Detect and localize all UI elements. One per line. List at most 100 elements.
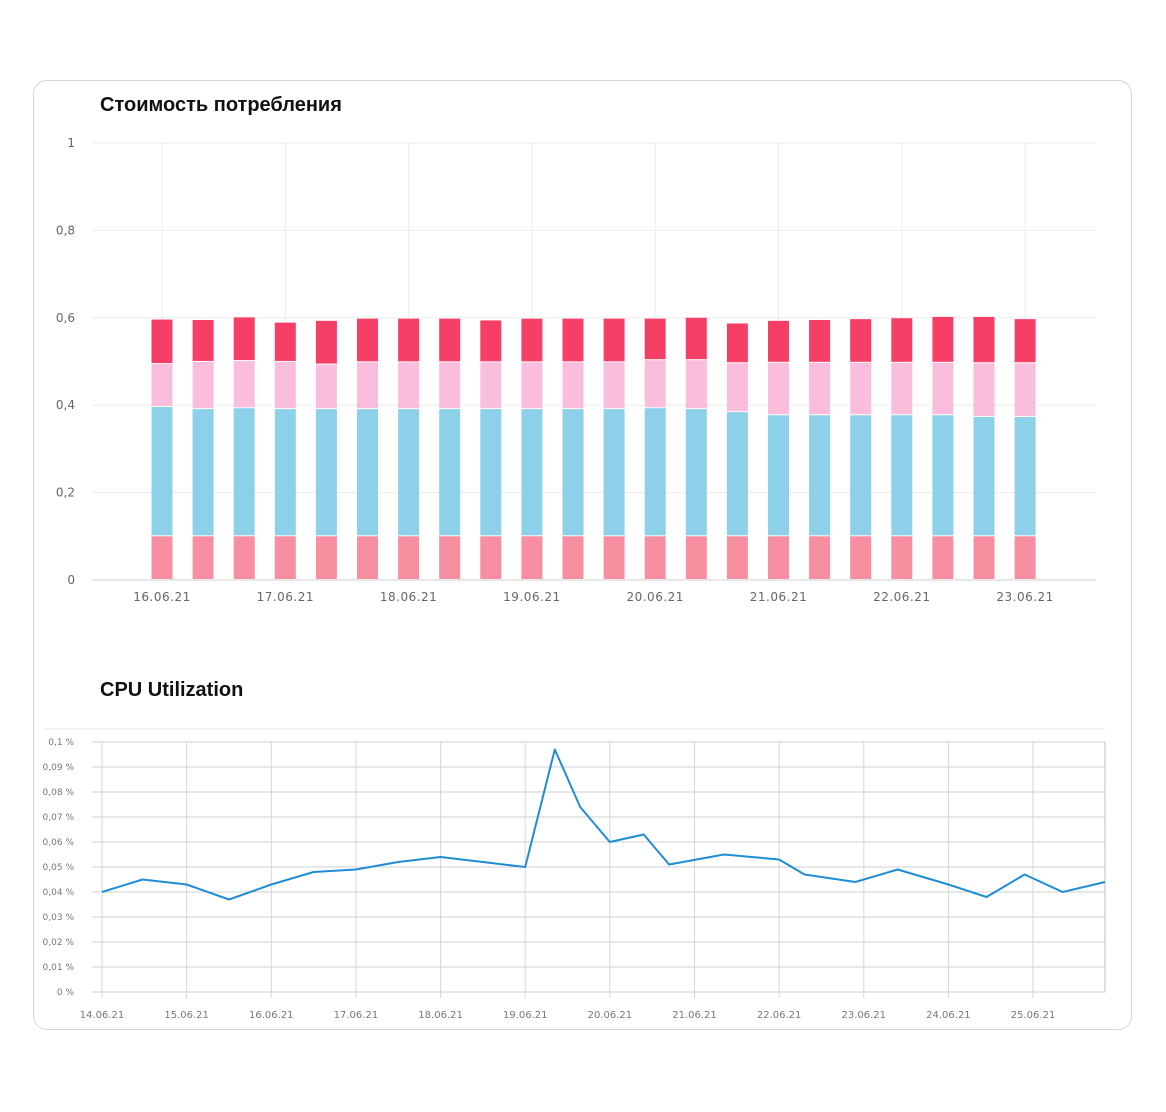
cost-y-tick-label: 0,6 <box>56 311 75 325</box>
cost-bar-segment <box>809 319 831 362</box>
cpu-y-tick-label: 0,02 % <box>43 938 75 948</box>
cost-bar-segment <box>439 409 461 536</box>
cost-bar-segment <box>973 363 995 416</box>
cost-bar-segment <box>398 536 420 579</box>
cost-bar-segment <box>357 318 378 362</box>
cpu-x-tick-label: 25.06.21 <box>1011 1010 1056 1021</box>
cost-bar-segment <box>357 536 378 579</box>
cpu-chart-title: CPU Utilization <box>100 679 244 701</box>
cost-x-tick-label: 18.06.21 <box>380 590 437 604</box>
cost-bar-segment <box>726 536 748 579</box>
cost-bar-segment <box>685 360 707 409</box>
cost-bar-segment <box>1014 416 1036 536</box>
cost-bar-segment <box>480 320 502 362</box>
cost-bar-segment <box>644 408 666 536</box>
cost-bar-segment <box>932 362 954 415</box>
cost-bar-segment <box>233 408 255 536</box>
cost-bar-segment <box>439 536 461 579</box>
cpu-y-tick-label: 0,08 % <box>43 788 75 798</box>
cpu-y-tick-label: 0,04 % <box>43 888 75 898</box>
cost-bar-segment <box>151 364 173 406</box>
cost-bar-segment <box>357 362 378 409</box>
cost-bar-segment <box>973 316 995 363</box>
cpu-x-tick-label: 16.06.21 <box>249 1010 294 1021</box>
cost-bar-segment <box>685 536 707 579</box>
cost-bar-segment <box>521 536 543 579</box>
cost-bar-segment <box>973 416 995 536</box>
cost-bar-segment <box>439 362 461 409</box>
cpu-y-tick-label: 0,05 % <box>43 863 75 873</box>
cost-bar-segment <box>768 536 789 579</box>
cpu-x-tick-label: 17.06.21 <box>334 1010 379 1021</box>
cost-chart-title: Стоимость потребления <box>100 94 342 116</box>
cpu-x-tick-label: 18.06.21 <box>418 1010 463 1021</box>
cost-bar-segment <box>809 362 831 415</box>
cpu-y-tick-label: 0,07 % <box>43 813 75 823</box>
cost-bar-segment <box>809 415 831 536</box>
cpu-x-tick-label: 21.06.21 <box>672 1010 717 1021</box>
cost-bar-segment <box>726 323 748 363</box>
cost-bar-segment <box>151 536 173 579</box>
cost-bar-segment <box>603 409 625 536</box>
cost-y-tick-label: 0,4 <box>56 398 75 412</box>
cost-bar-segment <box>192 319 214 361</box>
cost-bar-segment <box>357 409 378 536</box>
cost-bar-segment <box>439 318 461 362</box>
cost-x-tick-label: 20.06.21 <box>626 590 683 604</box>
cost-bar-segment <box>850 362 872 415</box>
cost-bar-segment <box>891 318 913 362</box>
cost-bar-segment <box>315 320 337 364</box>
cost-bar-segment <box>932 316 954 362</box>
cpu-y-tick-label: 0 % <box>57 988 75 998</box>
cost-bar-segment <box>562 409 584 536</box>
cost-bar-segment <box>685 317 707 360</box>
cost-bar-segment <box>768 415 789 536</box>
cpu-x-tick-label: 24.06.21 <box>926 1010 971 1021</box>
cpu-x-tick-label: 14.06.21 <box>80 1010 125 1021</box>
cost-bar-segment <box>1014 363 1036 416</box>
cost-x-tick-label: 21.06.21 <box>750 590 807 604</box>
cost-bar-segment <box>644 360 666 408</box>
cost-bar-segment <box>274 409 296 536</box>
cost-bar-segment <box>768 320 789 362</box>
cost-bar-segment <box>562 362 584 409</box>
cost-bar-segment <box>233 536 255 579</box>
cost-bar-segment <box>192 409 214 536</box>
cpu-y-tick-label: 0,03 % <box>43 913 75 923</box>
cost-bar-segment <box>151 319 173 364</box>
cost-y-tick-label: 0 <box>67 573 75 587</box>
cost-bar-segment <box>315 536 337 579</box>
cost-bar-segment <box>891 362 913 415</box>
cost-bar-segment <box>480 536 502 579</box>
cost-bar-segment <box>685 409 707 536</box>
cost-bar-segment <box>850 319 872 362</box>
cost-bar-segment <box>562 536 584 579</box>
cost-bar-segment <box>726 363 748 412</box>
cost-bar-segment <box>480 409 502 536</box>
cost-bar-segment <box>315 409 337 536</box>
cost-bar-segment <box>274 361 296 409</box>
cost-x-tick-label: 19.06.21 <box>503 590 560 604</box>
cost-bar-segment <box>891 536 913 579</box>
cpu-y-tick-label: 0,01 % <box>43 963 75 973</box>
cpu-x-tick-label: 20.06.21 <box>588 1010 633 1021</box>
cost-bar-segment <box>1014 319 1036 363</box>
cost-bar-segment <box>398 318 420 362</box>
cost-y-tick-label: 1 <box>67 136 75 150</box>
cost-bar-segment <box>192 361 214 409</box>
cost-bar-segment <box>603 536 625 579</box>
cost-bar-segment <box>521 409 543 536</box>
cost-bar-segment <box>233 361 255 408</box>
cost-bar-segment <box>521 318 543 362</box>
cost-bar-segment <box>398 362 420 409</box>
cost-bar-segment <box>644 536 666 579</box>
cpu-y-tick-label: 0,06 % <box>43 838 75 848</box>
cost-bar-segment <box>850 536 872 579</box>
cost-bar-segment <box>644 318 666 360</box>
cpu-x-tick-label: 22.06.21 <box>757 1010 802 1021</box>
cost-bar-segment <box>850 415 872 536</box>
cpu-series-line <box>101 748 1106 901</box>
cpu-x-tick-label: 19.06.21 <box>503 1010 548 1021</box>
cpu-y-tick-label: 0,1 % <box>48 738 74 748</box>
